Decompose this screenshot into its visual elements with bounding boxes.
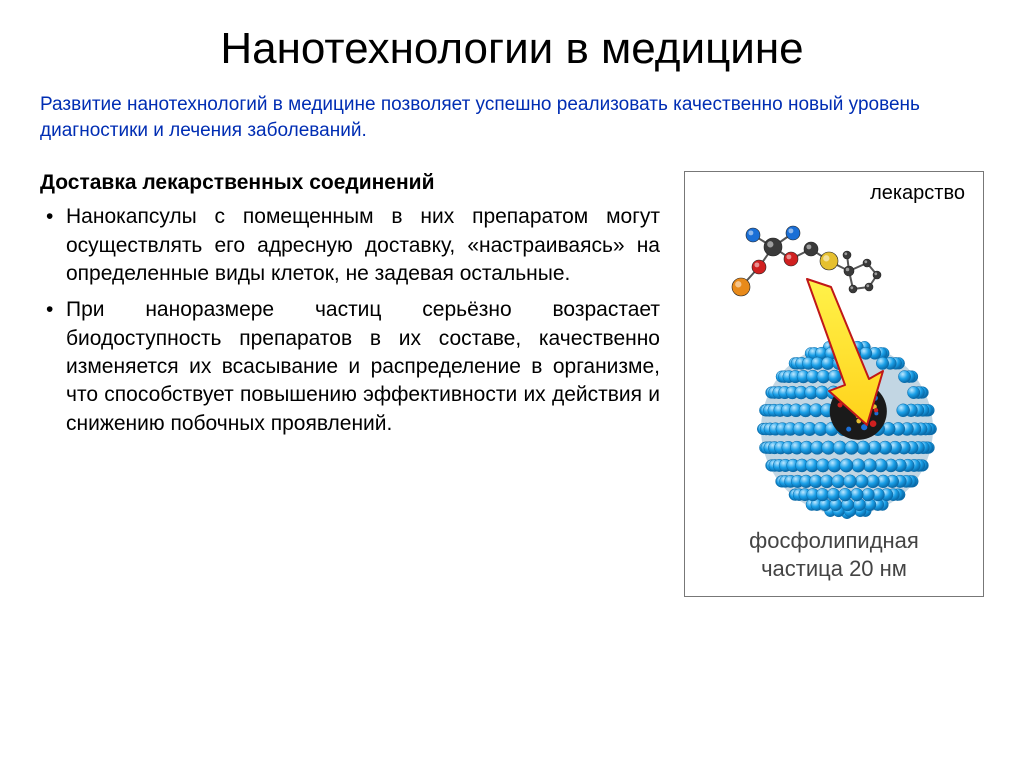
page-title: Нанотехнологии в медицине: [40, 24, 984, 74]
intro-paragraph: Развитие нанотехнологий в медицине позво…: [40, 92, 984, 143]
figure-top-label: лекарство: [697, 182, 971, 205]
section-heading: Доставка лекарственных соединений: [40, 171, 660, 195]
caption-line-2: частица 20 нм: [761, 556, 907, 581]
list-item: Нанокапсулы с помещенным в них препарато…: [40, 203, 660, 288]
content-row: Доставка лекарственных соединений Нанока…: [40, 171, 984, 597]
bullet-list: Нанокапсулы с помещенным в них препарато…: [40, 203, 660, 438]
nanoparticle-diagram: [697, 209, 973, 519]
figure-box: лекарство фосфолипидная частица 20 нм: [684, 171, 984, 597]
text-column: Доставка лекарственных соединений Нанока…: [40, 171, 660, 446]
caption-line-1: фосфолипидная: [749, 528, 919, 553]
list-item: При наноразмере частиц серьёзно возраста…: [40, 296, 660, 438]
figure-caption: фосфолипидная частица 20 нм: [697, 527, 971, 582]
